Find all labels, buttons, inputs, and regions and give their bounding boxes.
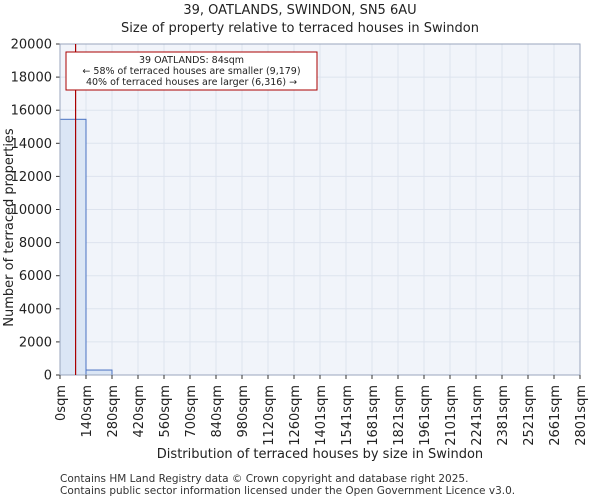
annotation-line-3: 40% of terraced houses are larger (6,316…: [86, 77, 297, 88]
x-tick-label: 1961sqm: [418, 385, 433, 446]
y-tick-label: 10000: [11, 203, 52, 218]
y-tick-label: 16000: [11, 104, 52, 119]
chart-title: 39, OATLANDS, SWINDON, SN5 6AU: [183, 3, 417, 18]
x-axis-label: Distribution of terraced houses by size …: [157, 447, 483, 462]
annotation-line-1: 39 OATLANDS: 84sqm: [139, 55, 244, 66]
x-tick-label: 700sqm: [184, 385, 199, 438]
annotation-box: [65, 51, 318, 91]
histogram-bar: [59, 118, 87, 376]
x-tick-label: 140sqm: [80, 385, 95, 438]
x-tick-label: 840sqm: [210, 385, 225, 438]
x-tick-label: 560sqm: [158, 385, 173, 438]
x-tick-label: 0sqm: [54, 385, 69, 421]
footer-licence: Contains public sector information licen…: [60, 485, 516, 497]
y-tick-label: 4000: [19, 302, 52, 317]
x-tick-label: 1681sqm: [366, 385, 381, 446]
x-tick-label: 1120sqm: [262, 385, 277, 446]
annotation-line-2: ← 58% of terraced houses are smaller (9,…: [82, 66, 300, 77]
x-tick-label: 2241sqm: [470, 385, 485, 446]
x-tick-label: 2661sqm: [548, 385, 563, 446]
y-tick-label: 12000: [11, 170, 52, 185]
x-tick-label: 2381sqm: [496, 385, 511, 446]
footer-copyright: Contains HM Land Registry data © Crown c…: [60, 473, 469, 485]
x-tick-label: 1401sqm: [314, 385, 329, 446]
x-tick-label: 2101sqm: [444, 385, 459, 446]
x-tick-label: 280sqm: [106, 385, 121, 438]
y-tick-label: 18000: [11, 71, 52, 86]
x-tick-label: 1821sqm: [392, 385, 407, 446]
chart-subtitle: Size of property relative to terraced ho…: [121, 21, 479, 36]
y-tick-label: 20000: [11, 38, 52, 53]
y-axis-label: Number of terraced properties: [2, 128, 17, 327]
x-tick-label: 2801sqm: [574, 385, 589, 446]
y-tick-label: 14000: [11, 137, 52, 152]
x-tick-label: 2521sqm: [522, 385, 537, 446]
x-tick-label: 420sqm: [132, 385, 147, 438]
y-tick-label: 6000: [19, 269, 52, 284]
y-tick-label: 2000: [19, 335, 52, 350]
x-tick-label: 1260sqm: [288, 385, 303, 446]
y-tick-label: 8000: [19, 236, 52, 251]
y-tick-label: 0: [44, 369, 52, 384]
histogram-chart: 0 2000 4000 6000 8000 10000 12000 14000 16000 180…: [2, 38, 589, 463]
x-tick-label: 1541sqm: [340, 385, 355, 446]
histogram-bar: [85, 369, 113, 376]
x-tick-label: 980sqm: [236, 385, 251, 438]
